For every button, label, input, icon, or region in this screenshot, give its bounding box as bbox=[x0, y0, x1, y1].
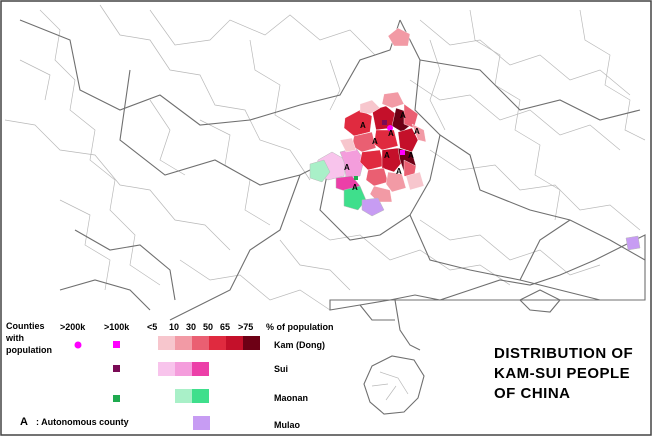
autonomous-county-mark: A bbox=[396, 167, 402, 176]
title-line-3: OF CHINA bbox=[494, 385, 571, 402]
population-marker-200k bbox=[387, 125, 393, 131]
legend-pct-30: 30 bbox=[186, 322, 196, 332]
autonomous-county-mark: A bbox=[388, 129, 394, 138]
legend-size-200k: >200k bbox=[60, 322, 86, 332]
legend-autonomous-label: : Autonomous county bbox=[36, 417, 129, 427]
legend-group-kam: Kam (Dong) bbox=[274, 340, 325, 350]
province-borders bbox=[19, 19, 646, 321]
legend-group-maonan: Maonan bbox=[274, 393, 308, 403]
legend-marker-circle-kam bbox=[74, 341, 82, 349]
legend-swatch-kam-dong-2 bbox=[192, 336, 209, 350]
mulao-region bbox=[361, 197, 385, 217]
population-marker-100k bbox=[400, 150, 405, 155]
legend-marker-square-sui bbox=[113, 365, 120, 372]
legend-swatch-mulao-0 bbox=[193, 416, 210, 430]
legend-pct-title: % of population bbox=[266, 322, 334, 332]
legend-swatch-kam-dong-3 bbox=[209, 336, 226, 350]
kam-outlier-north bbox=[387, 27, 411, 47]
legend-swatch-sui-2 bbox=[192, 362, 209, 376]
autonomous-county-mark: A bbox=[384, 151, 390, 160]
legend-group-mulao: Mulao bbox=[274, 420, 301, 430]
mulao-outlier-east bbox=[625, 235, 641, 251]
legend-swatch-kam-dong-5 bbox=[243, 336, 260, 350]
legend-pct-gt75: >75 bbox=[238, 322, 253, 332]
legend-pct-50: 50 bbox=[203, 322, 213, 332]
county-borders bbox=[4, 4, 646, 311]
legend-group-sui: Sui bbox=[274, 364, 288, 374]
legend-swatch-sui-1 bbox=[175, 362, 192, 376]
title-line-2: KAM-SUI PEOPLE bbox=[494, 365, 630, 382]
kam-region bbox=[339, 91, 427, 203]
legend-pct-65: 65 bbox=[220, 322, 230, 332]
legend-swatches bbox=[158, 336, 260, 430]
legend: Counties with population >200k >100k <5 … bbox=[5, 321, 334, 430]
autonomous-county-mark: A bbox=[344, 163, 350, 172]
legend-pct-lt5: <5 bbox=[147, 322, 157, 332]
legend-counties-label-2: with bbox=[5, 333, 24, 343]
legend-marker-square-maonan bbox=[113, 395, 120, 402]
autonomous-county-mark: A bbox=[372, 137, 378, 146]
title-line-1: DISTRIBUTION OF bbox=[494, 345, 633, 362]
legend-swatch-maonan-0 bbox=[175, 389, 192, 403]
map-title: DISTRIBUTION OF KAM-SUI PEOPLE OF CHINA bbox=[494, 345, 633, 402]
population-markers bbox=[354, 120, 405, 180]
legend-swatch-maonan-1 bbox=[192, 389, 209, 403]
legend-marker-square-kam bbox=[113, 341, 120, 348]
legend-swatch-kam-dong-1 bbox=[175, 336, 192, 350]
population-marker-maonan bbox=[354, 176, 358, 180]
population-marker-100k-dark bbox=[382, 120, 387, 125]
autonomous-county-mark: A bbox=[360, 121, 366, 130]
autonomous-county-mark: A bbox=[408, 151, 414, 160]
legend-swatch-kam-dong-4 bbox=[226, 336, 243, 350]
legend-counties-label-1: Counties bbox=[6, 321, 45, 331]
legend-pct-10: 10 bbox=[169, 322, 179, 332]
autonomous-county-mark: A bbox=[352, 183, 358, 192]
legend-counties-label-3: population bbox=[6, 345, 52, 355]
legend-swatch-kam-dong-0 bbox=[158, 336, 175, 350]
hainan-island bbox=[363, 355, 425, 415]
legend-size-100k: >100k bbox=[104, 322, 130, 332]
coastline bbox=[329, 234, 646, 351]
legend-autonomous-symbol: A bbox=[20, 416, 28, 428]
autonomous-county-mark: A bbox=[400, 111, 406, 120]
autonomous-county-mark: A bbox=[414, 127, 420, 136]
legend-swatch-sui-0 bbox=[158, 362, 175, 376]
